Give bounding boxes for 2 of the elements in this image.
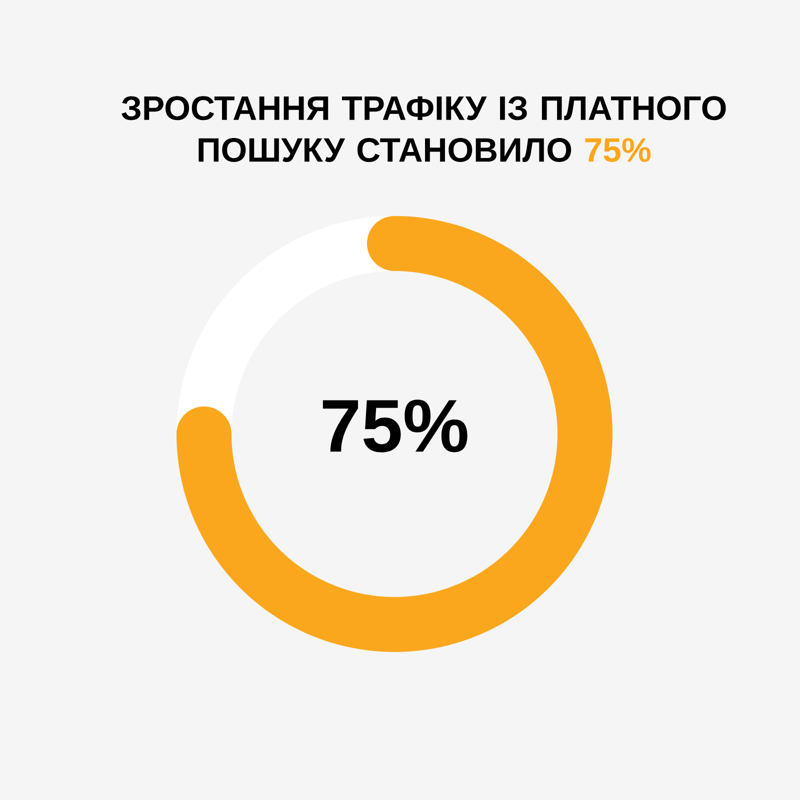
data-label: 75% [322, 400, 468, 452]
chart-title: ЗРОСТАННЯ ТРАФІКУ ІЗ ПЛАТНОГО ПОШУКУ СТАНОВИЛО 75% [122, 96, 726, 162]
